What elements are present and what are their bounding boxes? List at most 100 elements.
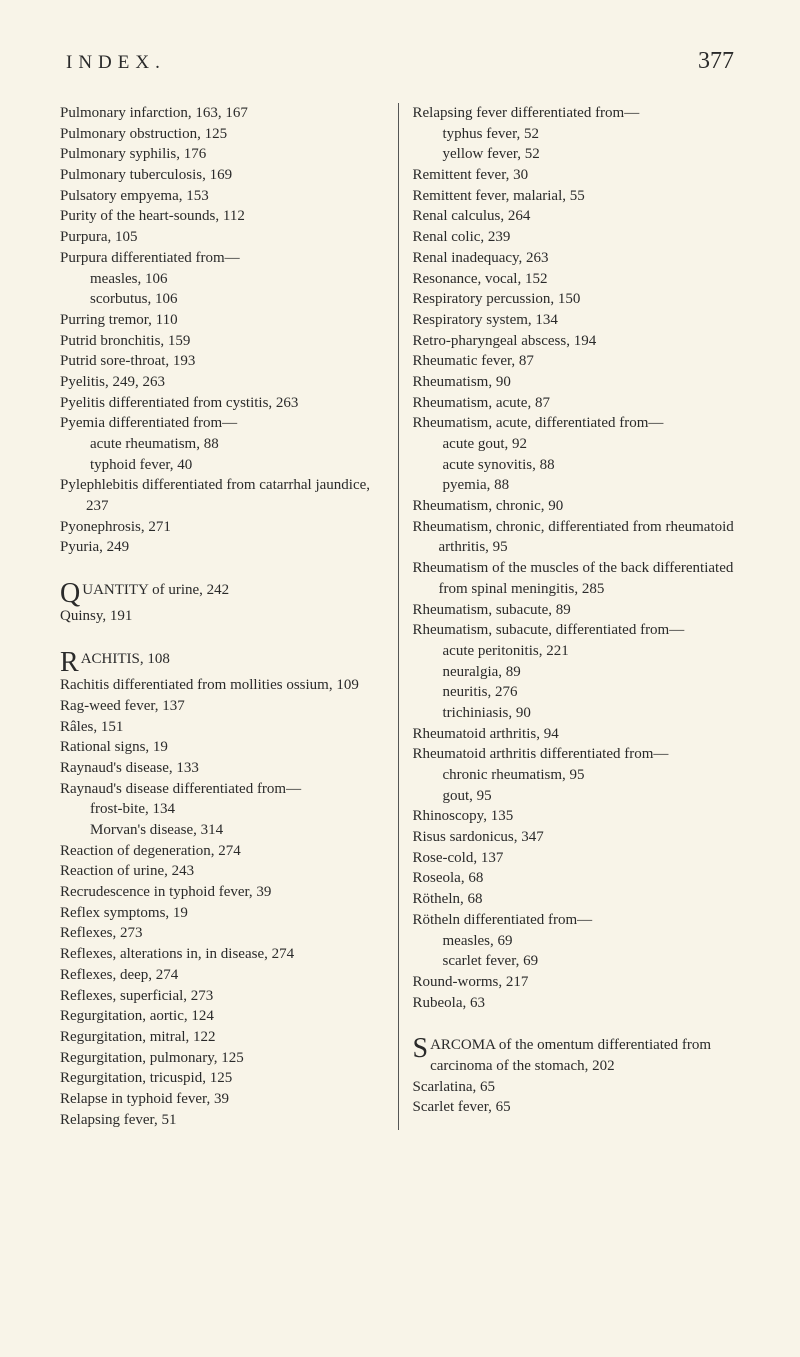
index-subentry: acute gout, 92 — [413, 434, 741, 455]
index-entry-text: UANTITY of urine, 242 — [60, 580, 388, 601]
index-entry: Rheumatism, chronic, differentiated from… — [413, 517, 741, 558]
section-gap — [60, 558, 388, 574]
index-entry: Regurgitation, mitral, 122 — [60, 1027, 388, 1048]
index-entry: Regurgitation, pulmonary, 125 — [60, 1048, 388, 1069]
index-entry: Rheumatoid arthritis, 94 — [413, 724, 741, 745]
index-entry: Retro-pharyngeal abscess, 194 — [413, 331, 741, 352]
index-entry: Reflexes, alterations in, in disease, 27… — [60, 944, 388, 965]
index-entry: Putrid bronchitis, 159 — [60, 331, 388, 352]
index-entry: Raynaud's disease, 133 — [60, 758, 388, 779]
columns: Pulmonary infarction, 163, 167Pulmonary … — [60, 103, 740, 1130]
index-entry: Rheumatism, 90 — [413, 372, 741, 393]
index-subentry: measles, 69 — [413, 931, 741, 952]
index-subentry: acute rheumatism, 88 — [60, 434, 388, 455]
index-entry: Rational signs, 19 — [60, 737, 388, 758]
index-entry: Purity of the heart-sounds, 112 — [60, 206, 388, 227]
index-subentry: neuritis, 276 — [413, 682, 741, 703]
index-entry: RACHITIS, 108 — [60, 649, 388, 670]
section-gap — [60, 627, 388, 643]
index-entry: Reaction of urine, 243 — [60, 861, 388, 882]
index-entry: Rubeola, 63 — [413, 993, 741, 1014]
index-subentry: frost-bite, 134 — [60, 799, 388, 820]
index-entry: Remittent fever, malarial, 55 — [413, 186, 741, 207]
column-left: Pulmonary infarction, 163, 167Pulmonary … — [60, 103, 398, 1130]
index-subentry: scorbutus, 106 — [60, 289, 388, 310]
index-subentry: neuralgia, 89 — [413, 662, 741, 683]
drop-cap: R — [60, 650, 79, 675]
index-entry: Pulmonary tuberculosis, 169 — [60, 165, 388, 186]
index-subentry: gout, 95 — [413, 786, 741, 807]
index-entry: Raynaud's disease differentiated from— — [60, 779, 388, 800]
index-entry: Rheumatoid arthritis differentiated from… — [413, 744, 741, 765]
header-title: INDEX. — [66, 52, 166, 74]
section-gap — [413, 1013, 741, 1029]
page: INDEX. 377 Pulmonary infarction, 163, 16… — [0, 0, 800, 1357]
index-entry: QUANTITY of urine, 242 — [60, 580, 388, 601]
index-entry: Scarlatina, 65 — [413, 1077, 741, 1098]
index-entry: Reflexes, 273 — [60, 923, 388, 944]
index-subentry: acute peritonitis, 221 — [413, 641, 741, 662]
index-entry: Regurgitation, aortic, 124 — [60, 1006, 388, 1027]
index-entry: Purpura, 105 — [60, 227, 388, 248]
index-entry: Renal colic, 239 — [413, 227, 741, 248]
index-entry: Rheumatism, subacute, differentiated fro… — [413, 620, 741, 641]
index-subentry: yellow fever, 52 — [413, 144, 741, 165]
index-entry: Rheumatism, acute, 87 — [413, 393, 741, 414]
index-entry: Reflexes, superficial, 273 — [60, 986, 388, 1007]
index-entry: Remittent fever, 30 — [413, 165, 741, 186]
page-number: 377 — [698, 48, 734, 75]
index-subentry: typhus fever, 52 — [413, 124, 741, 145]
index-entry: Pulmonary obstruction, 125 — [60, 124, 388, 145]
index-entry: Pyelitis, 249, 263 — [60, 372, 388, 393]
index-subentry: trichiniasis, 90 — [413, 703, 741, 724]
index-entry: Purpura differentiated from— — [60, 248, 388, 269]
index-entry: Rhinoscopy, 135 — [413, 806, 741, 827]
index-entry: Rheumatism, acute, differentiated from— — [413, 413, 741, 434]
index-entry: Rötheln, 68 — [413, 889, 741, 910]
index-entry: Scarlet fever, 65 — [413, 1097, 741, 1118]
index-entry: Respiratory percussion, 150 — [413, 289, 741, 310]
index-subentry: pyemia, 88 — [413, 475, 741, 496]
index-subentry: chronic rheumatism, 95 — [413, 765, 741, 786]
index-entry: Regurgitation, tricuspid, 125 — [60, 1068, 388, 1089]
index-entry: Rheumatic fever, 87 — [413, 351, 741, 372]
index-entry: Renal calculus, 264 — [413, 206, 741, 227]
index-entry-text: ARCOMA of the omentum differentiated fro… — [413, 1035, 741, 1076]
index-entry: Rose-cold, 137 — [413, 848, 741, 869]
index-entry: Relapse in typhoid fever, 39 — [60, 1089, 388, 1110]
index-entry: Roseola, 68 — [413, 868, 741, 889]
index-entry: Pulmonary infarction, 163, 167 — [60, 103, 388, 124]
index-entry: Pyemia differentiated from— — [60, 413, 388, 434]
index-entry: Risus sardonicus, 347 — [413, 827, 741, 848]
column-right: Relapsing fever differentiated from—typh… — [398, 103, 741, 1130]
index-entry: Pylephlebitis differentiated from catarr… — [60, 475, 388, 516]
index-entry: Round-worms, 217 — [413, 972, 741, 993]
index-entry: Relapsing fever, 51 — [60, 1110, 388, 1131]
page-header: INDEX. 377 — [60, 48, 740, 75]
index-entry: Relapsing fever differentiated from— — [413, 103, 741, 124]
index-entry: Pulsatory empyema, 153 — [60, 186, 388, 207]
index-entry-text: ACHITIS, 108 — [60, 649, 388, 670]
index-entry: Renal inadequacy, 263 — [413, 248, 741, 269]
index-entry: Pyonephrosis, 271 — [60, 517, 388, 538]
index-entry: Rheumatism of the muscles of the back di… — [413, 558, 741, 599]
index-entry: Purring tremor, 110 — [60, 310, 388, 331]
index-entry: Rheumatism, subacute, 89 — [413, 600, 741, 621]
index-entry: Rachitis differentiated from mollities o… — [60, 675, 388, 696]
drop-cap: S — [413, 1036, 429, 1061]
index-entry: Pyuria, 249 — [60, 537, 388, 558]
index-entry: Pulmonary syphilis, 176 — [60, 144, 388, 165]
index-entry: Recrudescence in typhoid fever, 39 — [60, 882, 388, 903]
index-entry: Reaction of degeneration, 274 — [60, 841, 388, 862]
drop-cap: Q — [60, 581, 80, 606]
index-entry: Resonance, vocal, 152 — [413, 269, 741, 290]
index-subentry: typhoid fever, 40 — [60, 455, 388, 476]
index-entry: Râles, 151 — [60, 717, 388, 738]
index-entry: SARCOMA of the omentum differentiated fr… — [413, 1035, 741, 1076]
index-entry: Reflex symptoms, 19 — [60, 903, 388, 924]
index-subentry: acute synovitis, 88 — [413, 455, 741, 476]
index-entry: Putrid sore-throat, 193 — [60, 351, 388, 372]
index-entry: Rheumatism, chronic, 90 — [413, 496, 741, 517]
index-subentry: scarlet fever, 69 — [413, 951, 741, 972]
index-entry: Reflexes, deep, 274 — [60, 965, 388, 986]
